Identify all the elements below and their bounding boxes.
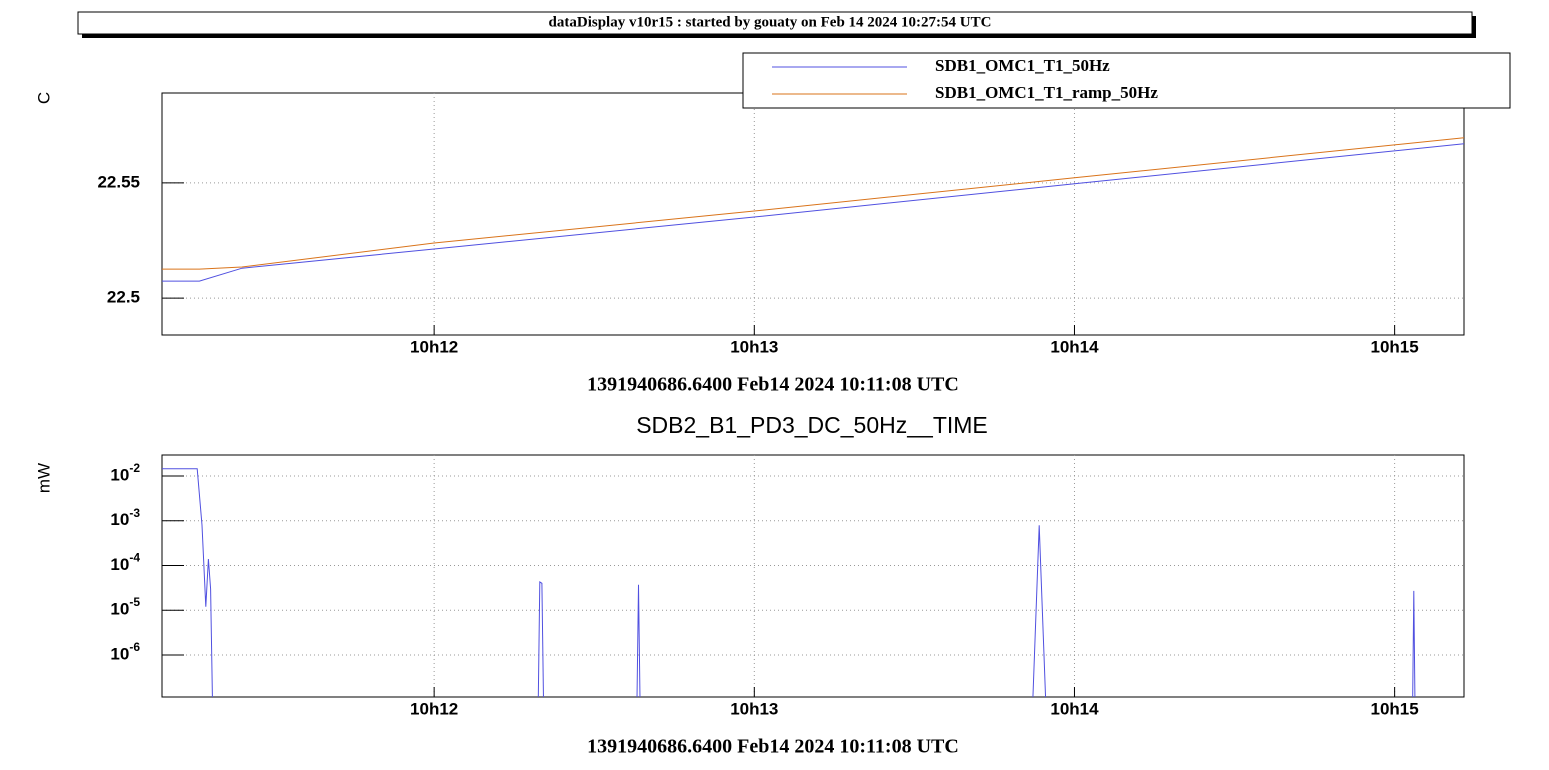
- plot-frame: [161, 92, 1465, 336]
- y-tick-label: 10-2: [110, 461, 140, 484]
- tick-exponent: -2: [129, 461, 140, 475]
- y-tick-label: 22.55: [97, 172, 140, 191]
- y-axis-label: C: [34, 92, 53, 104]
- x-tick-label: 10h13: [730, 337, 778, 356]
- y-tick-label: 10-3: [110, 506, 140, 529]
- header-box: [77, 11, 1473, 35]
- tick-exponent: -5: [129, 595, 140, 609]
- x-tick-label: 10h12: [410, 337, 458, 356]
- series-line: [162, 468, 1416, 697]
- legend-label: SDB1_OMC1_T1_ramp_50Hz: [935, 83, 1158, 102]
- plot-frame: [161, 454, 1465, 698]
- x-tick-label: 10h15: [1371, 699, 1419, 718]
- tick-exponent: -4: [129, 551, 140, 565]
- x-tick-label: 10h14: [1050, 337, 1099, 356]
- tick-exponent: -6: [129, 640, 140, 654]
- x-tick-label: 10h12: [410, 699, 458, 718]
- x-tick-label: 10h15: [1371, 337, 1419, 356]
- series-line: [162, 137, 1464, 270]
- y-tick-label: 10-5: [110, 595, 140, 618]
- chart-title: SDB2_B1_PD3_DC_50Hz__TIME: [636, 412, 988, 438]
- y-axis-label: mW: [34, 463, 53, 493]
- y-tick-label: 10-4: [110, 551, 140, 574]
- tick-exponent: -3: [129, 506, 140, 520]
- x-tick-label: 10h13: [730, 699, 778, 718]
- y-tick-label: 22.5: [107, 288, 140, 307]
- header: dataDisplay v10r15 : started by gouaty o…: [549, 14, 992, 30]
- x-axis-label: 1391940686.6400 Feb14 2024 10:11:08 UTC: [587, 736, 959, 758]
- legend-label: SDB1_OMC1_T1_50Hz: [935, 56, 1110, 75]
- series-line: [162, 143, 1464, 282]
- x-tick-label: 10h14: [1050, 699, 1099, 718]
- x-axis-label: 1391940686.6400 Feb14 2024 10:11:08 UTC: [587, 374, 959, 396]
- y-tick-label: 10-6: [110, 640, 140, 663]
- legend-box: [742, 52, 1511, 109]
